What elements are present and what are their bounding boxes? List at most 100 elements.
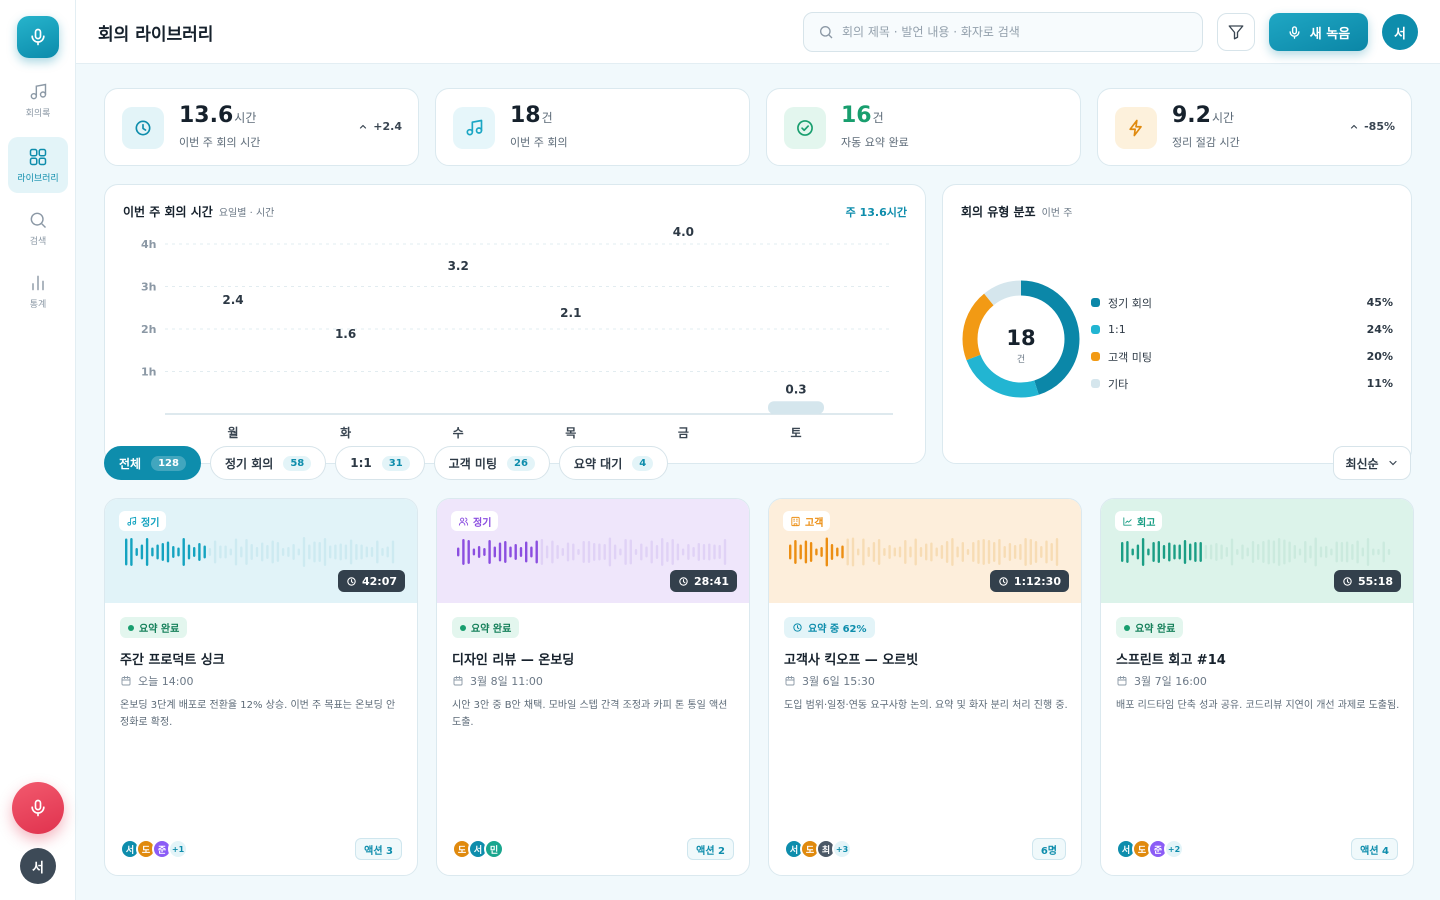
record-button[interactable] (12, 782, 64, 834)
participant-avatar: 서 (120, 839, 140, 859)
meeting-summary: 시안 3안 중 B안 채택. 모바일 스텝 간격 조정과 카피 톤 통일 액션 … (452, 700, 728, 728)
filter-chip[interactable]: 정기 회의 58 (209, 446, 327, 480)
page-title: 회의 라이브러리 (98, 25, 214, 45)
filter-chip-label: 전체 (119, 456, 142, 471)
search-input[interactable] (842, 25, 1182, 39)
weekly-chart-panel: 이번 주 회의 시간 요일별 · 시간 주 13.6시간 1h 2h 3h 4h 2.4 월… (104, 184, 926, 464)
meeting-title[interactable]: 주간 프로덕트 싱크 (120, 653, 225, 668)
meeting-card[interactable]: 고객 1:12:30 요약 중 62% 고객사 킥오프 — 오르빗 3월 6일 15:3… (768, 498, 1082, 876)
bar-value-label: 2.1 (560, 306, 581, 320)
calendar-icon (453, 676, 463, 686)
grid-icon (29, 148, 47, 165)
bar-value-label: 1.6 (335, 327, 356, 341)
microphone-icon (1289, 25, 1300, 39)
donut-slice[interactable] (962, 280, 1080, 398)
sidebar-item-search[interactable]: 검색 (8, 200, 68, 256)
meeting-title[interactable]: 스프린트 회고 #14 (1116, 653, 1226, 668)
legend-swatch (1091, 298, 1100, 307)
meeting-summary: 배포 리드타임 단축 성과 공유. 코드리뷰 지연이 개선 과제로 도출됨. (1116, 700, 1400, 711)
filter-chip[interactable]: 요약 대기 4 (558, 446, 669, 480)
meeting-type-tag: 정기 (119, 511, 167, 531)
type-donut-chart: 18 건 (962, 280, 1080, 398)
bar[interactable] (317, 346, 374, 414)
user-avatar[interactable]: 서 (20, 848, 56, 884)
x-tick-label: 토 (790, 426, 801, 440)
search-icon (30, 212, 47, 228)
legend-item: 기타 11% (1091, 370, 1393, 397)
bar[interactable] (768, 401, 824, 414)
y-tick-label: 2h (141, 323, 157, 336)
filter-chip[interactable]: 고객 미팅 26 (433, 446, 550, 480)
clock-icon (1343, 576, 1352, 586)
donut-center-value: 18 (1006, 326, 1035, 350)
meeting-date-value: 오늘 14:00 (138, 675, 194, 688)
meeting-thumbnail[interactable]: 고객 1:12:30 (769, 499, 1081, 603)
filter-chip[interactable]: 전체 128 (104, 446, 201, 480)
meeting-card[interactable]: 회고 55:18 요약 완료 스프린트 회고 #14 3월 7일 16:00 배포 리드타… (1100, 498, 1414, 876)
legend-value: 20% (1366, 350, 1393, 363)
sidebar-item-stats[interactable]: 통계 (8, 263, 68, 319)
legend-label: 1:1 (1108, 323, 1126, 336)
status-dot (460, 624, 466, 631)
meeting-title[interactable]: 고객사 킥오프 — 오르빗 (784, 653, 919, 668)
meeting-thumbnail[interactable]: 정기 42:07 (105, 499, 417, 603)
stat-icon (453, 107, 495, 149)
stat-card: 13.6시간 이번 주 회의 시간 +2.4 (104, 88, 419, 166)
meeting-card[interactable]: 정기 42:07 요약 완료 주간 프로덕트 싱크 오늘 14:00 온보딩 3단계 배포… (104, 498, 418, 876)
meeting-title[interactable]: 디자인 리뷰 — 온보딩 (452, 653, 575, 668)
clock-icon (347, 576, 356, 586)
meeting-card[interactable]: 정기 28:41 요약 완료 디자인 리뷰 — 온보딩 3월 8일 11:00 시안 3안… (436, 498, 750, 876)
new-recording-label: 새 녹음 (1309, 26, 1351, 42)
sidebar-item-label: 회의록 (25, 108, 51, 119)
filter-button[interactable] (1217, 13, 1255, 51)
chevron-down-icon (1388, 460, 1397, 466)
header-avatar[interactable]: 서 (1382, 14, 1418, 50)
clock-icon (135, 120, 151, 136)
sidebar-item-library[interactable]: 라이브러리 (8, 137, 68, 193)
weekly-bar-chart: 1h 2h 3h 4h 2.4 월 1.6 화 3.2 수 2.1 목 4.0 금 0.3 토 (141, 225, 893, 440)
stat-card: 16건 자동 요약 완료 (766, 88, 1081, 166)
meeting-thumbnail[interactable]: 정기 28:41 (437, 499, 749, 603)
meeting-summary: 온보딩 3단계 배포로 전환율 12% 상승. 이번 주 목표는 온보딩 안정화… (120, 700, 396, 728)
action-count-badge: 6명 (1031, 838, 1066, 860)
filter-chip-count: 58 (283, 455, 312, 471)
status-badge: 요약 완료 (1116, 617, 1184, 638)
bar[interactable] (542, 324, 599, 414)
x-tick-label: 수 (453, 426, 464, 440)
new-recording-button[interactable]: 새 녹음 (1269, 13, 1368, 51)
stat-unit: 건 (541, 111, 553, 125)
filter-chip[interactable]: 1:1 31 (335, 446, 425, 480)
legend-value: 11% (1366, 377, 1393, 390)
stat-icon (122, 107, 164, 149)
filter-chip-count: 4 (632, 455, 654, 471)
participant-avatar: 서 (784, 839, 804, 859)
filter-chip-count: 31 (381, 455, 410, 471)
calendar-icon (121, 676, 131, 686)
meeting-thumbnail[interactable]: 회고 55:18 (1101, 499, 1413, 603)
search-box[interactable] (803, 12, 1203, 52)
donut-slice[interactable] (962, 280, 1080, 398)
music-note-icon (466, 119, 483, 136)
x-tick-label: 금 (678, 426, 689, 440)
meeting-type-tag: 고객 (783, 511, 831, 531)
duration-value: 55:18 (1357, 574, 1393, 588)
legend-value: 24% (1366, 323, 1393, 336)
bar[interactable] (430, 278, 487, 414)
stat-unit: 시간 (234, 111, 257, 125)
sidebar-item-meetings[interactable]: 회의록 (8, 72, 68, 128)
donut-slice[interactable] (962, 280, 1080, 398)
sidebar-item-label: 통계 (29, 299, 47, 310)
meeting-type-label: 정기 (141, 517, 160, 529)
stat-delta-value: +2.4 (373, 120, 402, 133)
bar[interactable] (205, 312, 261, 414)
sort-dropdown[interactable]: 최신순 (1333, 446, 1411, 480)
y-tick-label: 4h (141, 238, 157, 251)
app-logo[interactable] (17, 16, 59, 58)
legend-swatch (1091, 379, 1100, 388)
meeting-type-label: 고객 (805, 517, 824, 529)
status-label: 요약 중 62% (808, 624, 867, 635)
header: 회의 라이브러리 새 녹음 서 (76, 0, 1440, 64)
meeting-type-tag: 정기 (451, 511, 499, 531)
stat-value: 9.2시간 (1172, 103, 1234, 128)
